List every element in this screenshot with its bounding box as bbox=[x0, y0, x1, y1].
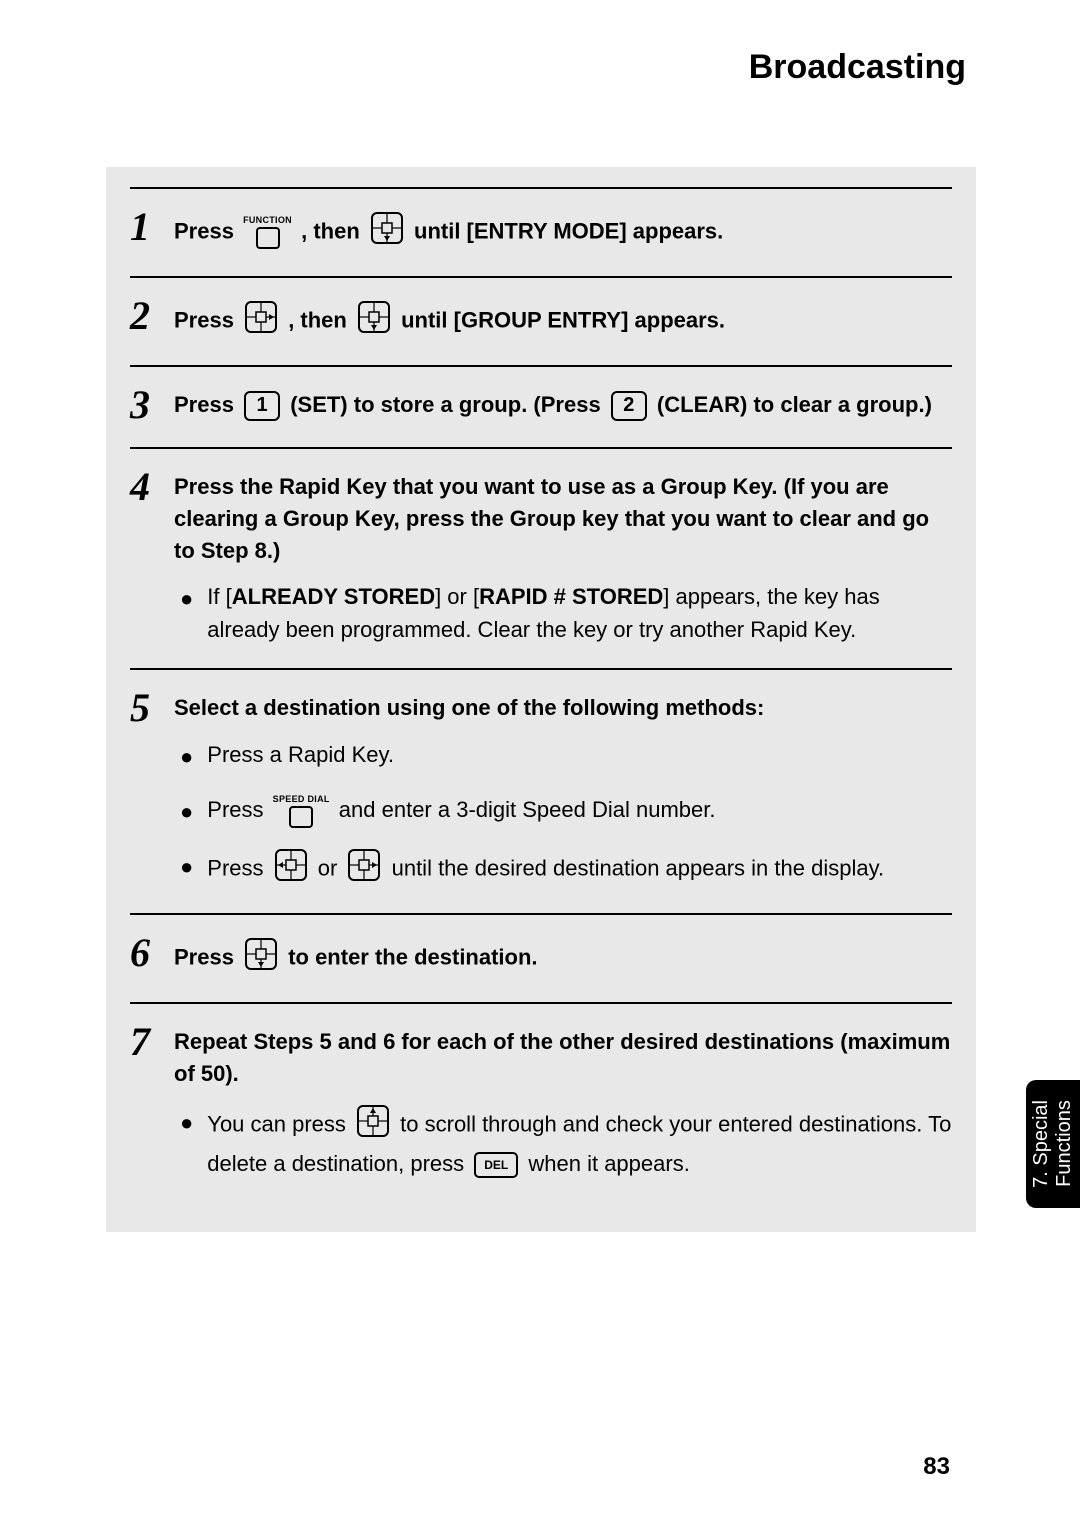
bullet-item: ● Press SPEED DIAL and enter a 3-digit S… bbox=[180, 793, 952, 828]
step-6: 6 Press to enter the destination. bbox=[130, 913, 952, 1002]
bullet-text: You can press to scroll through and chec… bbox=[207, 1104, 952, 1180]
text: Press bbox=[174, 392, 240, 417]
bullet-dot: ● bbox=[180, 1106, 193, 1139]
function-key-icon: FUNCTION bbox=[243, 216, 292, 249]
bullet-text: Press SPEED DIAL and enter a 3-digit Spe… bbox=[207, 793, 952, 828]
steps-area: 1 Press FUNCTION , then until [ENTRY MOD… bbox=[106, 167, 976, 1232]
text: , then bbox=[288, 307, 353, 332]
text: to enter the destination. bbox=[288, 945, 537, 970]
text: Press bbox=[174, 307, 240, 332]
step-5: 5 Select a destination using one of the … bbox=[130, 668, 952, 913]
t: Press bbox=[207, 856, 269, 881]
title-wrap: Broadcasting bbox=[106, 48, 976, 87]
t: when it appears. bbox=[528, 1151, 689, 1176]
t: ALREADY STORED bbox=[232, 584, 435, 609]
step-4: 4 Press the Rapid Key that you want to u… bbox=[130, 447, 952, 669]
nav-right-icon bbox=[347, 848, 381, 891]
step-number: 3 bbox=[130, 385, 174, 425]
text: Select a destination using one of the fo… bbox=[174, 695, 764, 720]
speed-dial-key-icon: SPEED DIAL bbox=[273, 795, 330, 828]
bullet-text: Press or until the desired destination a… bbox=[207, 848, 952, 891]
step-number: 1 bbox=[130, 207, 174, 247]
text: Press bbox=[174, 945, 240, 970]
text: , then bbox=[301, 218, 366, 243]
bullet-list: ● Press a Rapid Key. ● Press SPEED DIAL … bbox=[174, 738, 952, 891]
text: Press bbox=[174, 218, 240, 243]
t: or bbox=[318, 856, 344, 881]
bullet-text: Press a Rapid Key. bbox=[207, 738, 952, 771]
t: You can press bbox=[207, 1111, 352, 1136]
chapter-tab-text: 7. SpecialFunctions bbox=[1030, 1100, 1076, 1188]
bullet-list: ● You can press to scroll through and ch… bbox=[174, 1104, 952, 1180]
step-2: 2 Press , then until [GROUP ENTRY] appea… bbox=[130, 276, 952, 365]
t: If [ bbox=[207, 584, 231, 609]
bullet-list: ● If [ALREADY STORED] or [RAPID # STORED… bbox=[174, 580, 952, 646]
t: and enter a 3-digit Speed Dial number. bbox=[339, 797, 716, 822]
step-7: 7 Repeat Steps 5 and 6 for each of the o… bbox=[130, 1002, 952, 1202]
text: (CLEAR) to clear a group.) bbox=[657, 392, 932, 417]
nav-down-icon bbox=[357, 300, 391, 343]
step-body: Press 1 (SET) to store a group. (Press 2… bbox=[174, 385, 952, 421]
step-number: 2 bbox=[130, 296, 174, 336]
del-key-icon: DEL bbox=[474, 1152, 518, 1178]
page-number: 83 bbox=[923, 1453, 950, 1481]
bullet-dot: ● bbox=[180, 850, 193, 883]
bullet-item: ● Press a Rapid Key. bbox=[180, 738, 952, 773]
bullet-dot: ● bbox=[180, 740, 193, 773]
text: Repeat Steps 5 and 6 for each of the oth… bbox=[174, 1029, 950, 1086]
step-body: Repeat Steps 5 and 6 for each of the oth… bbox=[174, 1022, 952, 1180]
bullet-text: If [ALREADY STORED] or [RAPID # STORED] … bbox=[207, 580, 952, 646]
step-number: 5 bbox=[130, 688, 174, 728]
nav-right-icon bbox=[244, 300, 278, 343]
step-body: Press to enter the destination. bbox=[174, 933, 952, 980]
key-box bbox=[289, 806, 313, 828]
bullet-item: ● Press or until the desired destination… bbox=[180, 848, 952, 891]
key-box bbox=[256, 227, 280, 249]
step-body: Press the Rapid Key that you want to use… bbox=[174, 467, 952, 647]
speed-dial-label: SPEED DIAL bbox=[273, 795, 330, 804]
step-number: 4 bbox=[130, 467, 174, 507]
page-title: Broadcasting bbox=[749, 48, 966, 86]
t: until the desired destination appears in… bbox=[392, 856, 884, 881]
step-body: Press , then until [GROUP ENTRY] appears… bbox=[174, 296, 952, 343]
text: until [ENTRY MODE] appears. bbox=[414, 218, 723, 243]
text: until [GROUP ENTRY] appears. bbox=[401, 307, 725, 332]
nav-up-icon bbox=[356, 1104, 390, 1147]
bullet-dot: ● bbox=[180, 795, 193, 828]
t: ] or [ bbox=[435, 584, 479, 609]
step-body: Select a destination using one of the fo… bbox=[174, 688, 952, 891]
nav-down-icon bbox=[244, 937, 278, 980]
bullet-dot: ● bbox=[180, 582, 193, 615]
page-content: Broadcasting 1 Press FUNCTION , then unt… bbox=[106, 48, 976, 1232]
nav-down-icon bbox=[370, 211, 404, 254]
t: RAPID # STORED bbox=[479, 584, 663, 609]
chapter-tab: 7. SpecialFunctions bbox=[1026, 1080, 1080, 1208]
text: (SET) to store a group. (Press bbox=[290, 392, 607, 417]
step-3: 3 Press 1 (SET) to store a group. (Press… bbox=[130, 365, 952, 447]
bullet-item: ● You can press to scroll through and ch… bbox=[180, 1104, 952, 1180]
bullet-item: ● If [ALREADY STORED] or [RAPID # STORED… bbox=[180, 580, 952, 646]
step-number: 7 bbox=[130, 1022, 174, 1062]
function-label: FUNCTION bbox=[243, 216, 292, 225]
step-number: 6 bbox=[130, 933, 174, 973]
text: Press the Rapid Key that you want to use… bbox=[174, 474, 929, 563]
step-body: Press FUNCTION , then until [ENTRY MODE]… bbox=[174, 207, 952, 254]
nav-left-icon bbox=[274, 848, 308, 891]
key-2-icon: 2 bbox=[611, 391, 647, 421]
step-1: 1 Press FUNCTION , then until [ENTRY MOD… bbox=[130, 187, 952, 276]
key-1-icon: 1 bbox=[244, 391, 280, 421]
t: Press bbox=[207, 797, 269, 822]
